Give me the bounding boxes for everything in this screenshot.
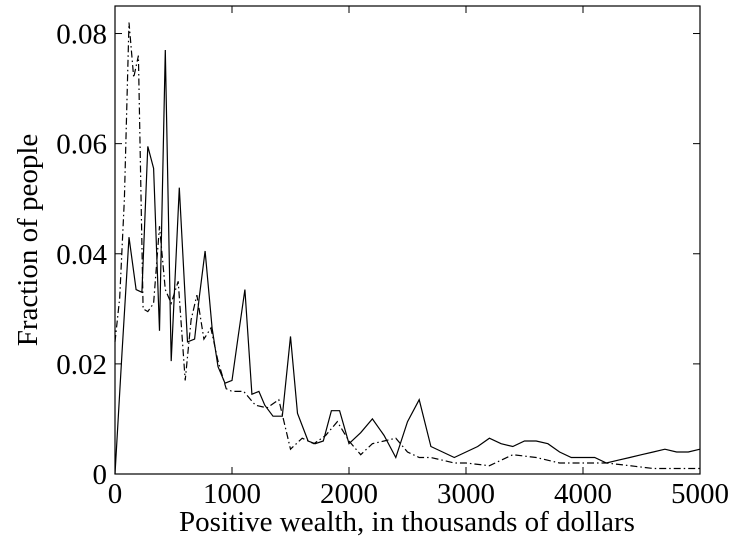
y-tick-label: 0.08: [56, 19, 107, 51]
y-axis-label: Fraction of people: [12, 134, 44, 347]
x-tick-label: 2000: [320, 478, 378, 510]
x-tick-label: 1000: [203, 478, 261, 510]
x-tick-label: 5000: [671, 478, 729, 510]
x-tick-label: 3000: [437, 478, 495, 510]
y-tick-label: 0.06: [56, 129, 107, 161]
x-tick-label: 0: [108, 478, 123, 510]
x-axis-label: Positive wealth, in thousands of dollars: [179, 506, 635, 538]
plot-frame: [114, 5, 701, 475]
series-line-solid: [114, 49, 701, 475]
data-series: [114, 22, 701, 475]
y-tick-label: 0.04: [56, 239, 107, 271]
y-tick-label: 0.02: [56, 349, 107, 381]
series-line-dashed: [114, 22, 700, 470]
x-tick-label: 4000: [554, 478, 612, 510]
y-tick-label: 0: [93, 459, 108, 491]
axis-ticks: 0 1000 2000 3000 4000 5000 0 0.02 0.04 0.06 0.08: [56, 6, 729, 510]
